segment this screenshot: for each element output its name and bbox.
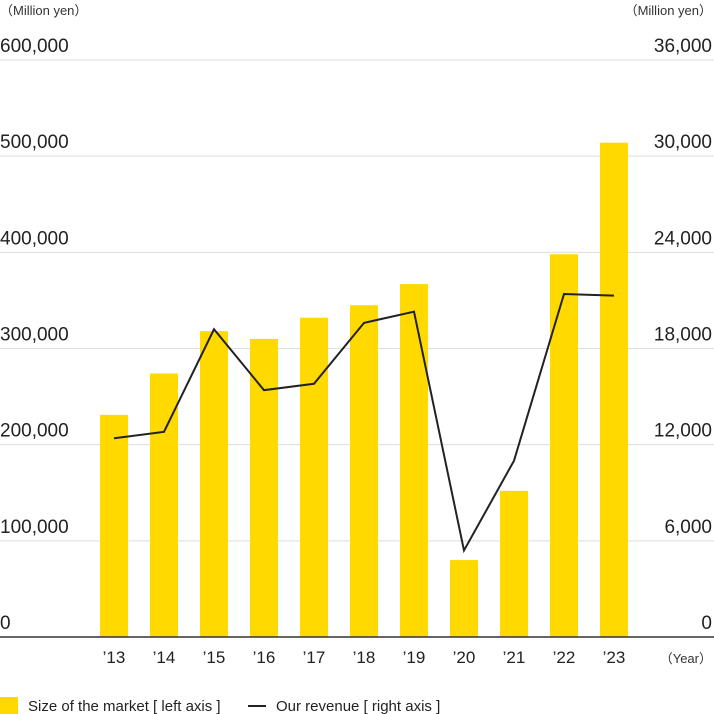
market-bar [350, 305, 378, 637]
left-tick-label: 100,000 [0, 517, 69, 538]
legend-bar-label: Size of the market [ left axis ] [28, 698, 221, 714]
x-tick-label: ’14 [153, 648, 176, 667]
x-tick-label: ’22 [553, 648, 576, 667]
legend-line-label: Our revenue [ right axis ] [276, 698, 440, 714]
x-tick-label: ’21 [503, 648, 526, 667]
x-tick-label: ’23 [603, 648, 626, 667]
x-tick-label: ’13 [103, 648, 126, 667]
right-tick-label: 24,000 [654, 228, 712, 249]
x-tick-label: ’19 [403, 648, 426, 667]
x-tick-label: ’15 [203, 648, 226, 667]
market-bars [100, 142, 628, 638]
axis-labels: 0 0 100,000 6,000 200,000 12,000 300,000 18,000… [0, 36, 712, 667]
x-tick-label: ’20 [453, 648, 476, 667]
market-bar [500, 490, 528, 637]
left-unit-label: （Million yen） [0, 3, 87, 18]
left-tick-label: 200,000 [0, 421, 69, 442]
x-tick-label: ’16 [253, 648, 276, 667]
legend: Size of the market [ left axis ] Our rev… [0, 697, 440, 714]
market-bar [200, 331, 228, 637]
left-tick-label: 300,000 [0, 325, 69, 346]
right-unit-label: （Million yen） [625, 3, 712, 18]
x-tick-label: ’17 [303, 648, 326, 667]
left-tick-label: 0 [0, 613, 11, 634]
market-bar [150, 373, 178, 637]
revenue-line [113, 292, 615, 554]
left-tick-label: 500,000 [0, 132, 69, 153]
x-tick-label: ’18 [353, 648, 376, 667]
market-bar [250, 338, 278, 637]
legend-bar-swatch [0, 697, 18, 714]
right-tick-label: 0 [701, 613, 712, 634]
market-bar [450, 560, 478, 637]
market-bar [550, 254, 578, 638]
x-unit-label: （Year） [660, 651, 712, 666]
right-tick-label: 18,000 [654, 325, 712, 346]
market-bar [300, 317, 328, 637]
market-bar [100, 414, 128, 637]
market-bar [600, 142, 628, 637]
right-tick-label: 6,000 [664, 517, 712, 538]
right-tick-label: 12,000 [654, 421, 712, 442]
left-tick-label: 400,000 [0, 228, 69, 249]
right-tick-label: 30,000 [654, 132, 712, 153]
right-tick-label: 36,000 [654, 36, 712, 57]
market-bar [400, 284, 428, 637]
left-tick-label: 600,000 [0, 36, 69, 57]
revenue-polyline [113, 292, 615, 554]
